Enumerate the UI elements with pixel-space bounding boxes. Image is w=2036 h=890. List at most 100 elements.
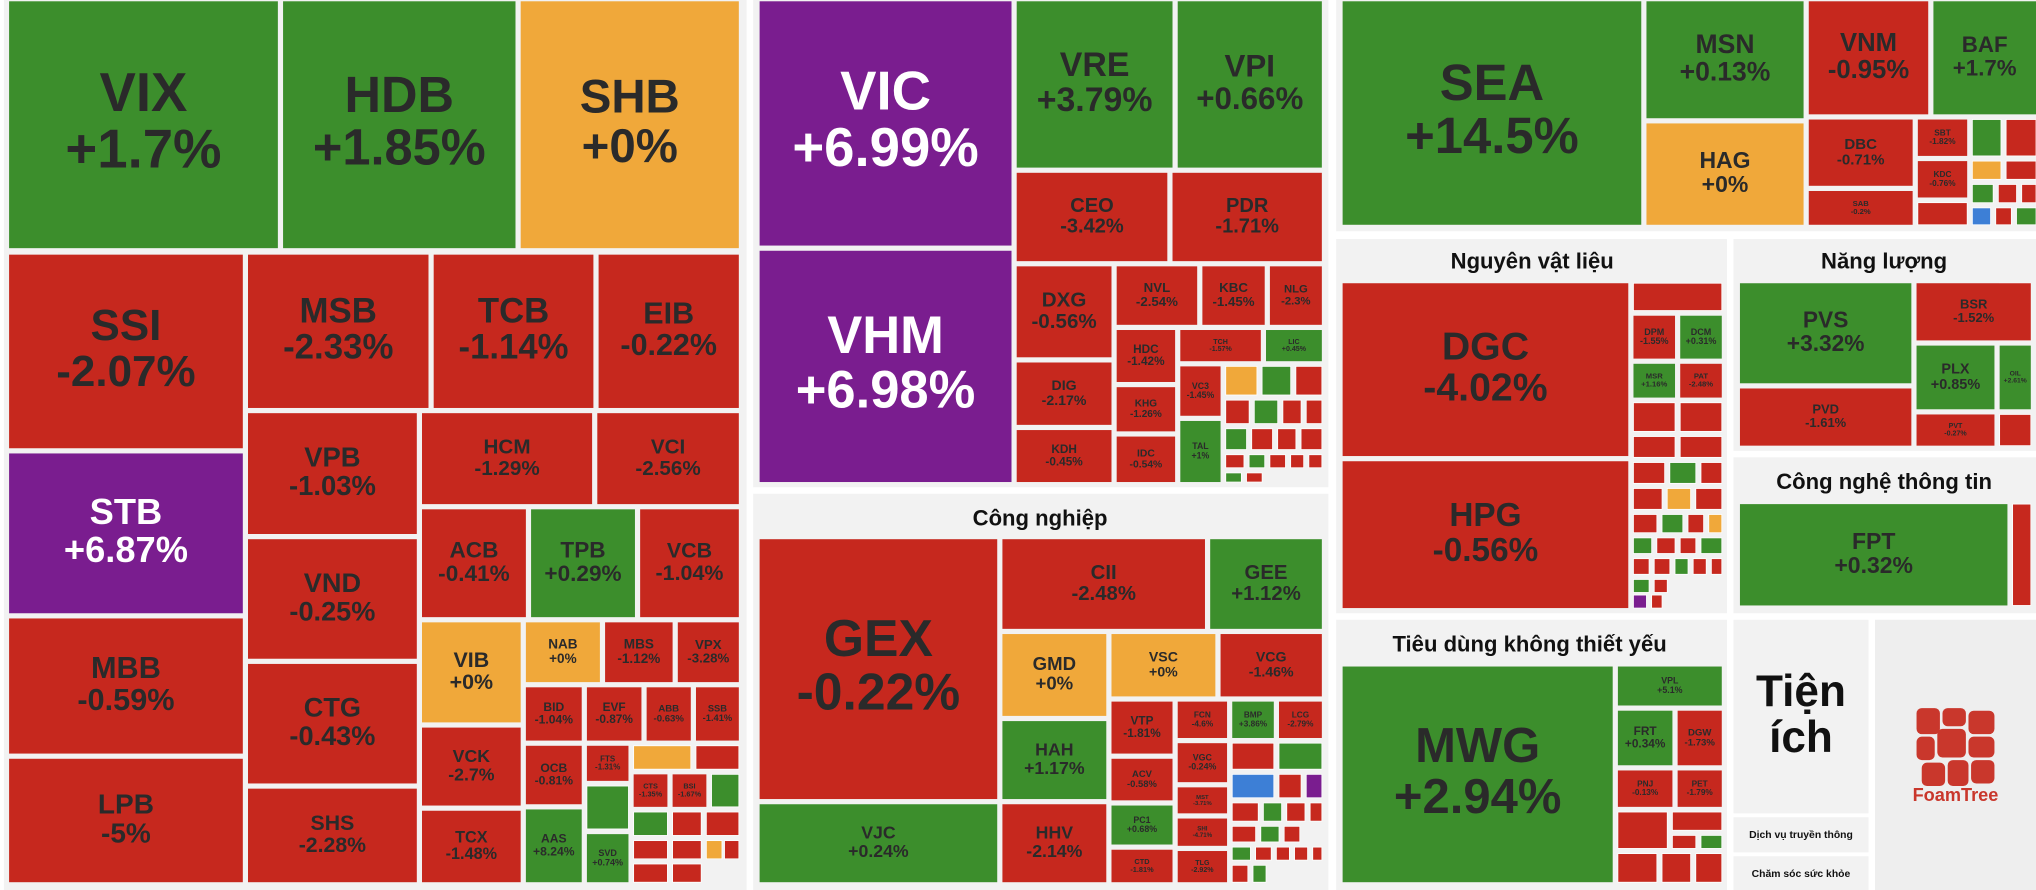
ticker: LPB xyxy=(98,788,154,819)
logo-icon xyxy=(1916,708,1995,787)
ticker: SAB xyxy=(1853,199,1870,208)
tile xyxy=(1180,366,1221,416)
change: -0.81% xyxy=(535,774,574,788)
change: -2.33% xyxy=(283,328,393,367)
change: +14.5% xyxy=(1405,107,1579,164)
ticker: VHM xyxy=(827,306,944,365)
logo-cell xyxy=(1937,728,1966,758)
tile xyxy=(9,1,278,249)
change: -1.79% xyxy=(1687,788,1714,797)
tile xyxy=(1255,846,1272,861)
tile xyxy=(248,413,417,534)
change: -1.46% xyxy=(1249,664,1294,680)
change: +1.16% xyxy=(1641,380,1667,389)
logo-cell xyxy=(1921,762,1946,787)
change: +0% xyxy=(549,651,577,666)
ticker: ACB xyxy=(449,537,498,562)
tile xyxy=(1653,579,1668,593)
tile xyxy=(525,622,600,683)
tile xyxy=(1971,207,1991,226)
tile xyxy=(1220,634,1322,697)
tile xyxy=(1916,345,1995,410)
ticker: HDC xyxy=(1133,342,1159,356)
ticker: BSR xyxy=(1960,296,1988,311)
ticker: VCI xyxy=(651,435,685,458)
ticker: CEO xyxy=(1070,195,1113,217)
tile xyxy=(1700,835,1723,849)
tile xyxy=(531,509,635,618)
change: +0.24% xyxy=(848,841,909,861)
ticker: SSI xyxy=(91,301,162,350)
logo-cell xyxy=(1968,736,1995,758)
tile xyxy=(1633,436,1676,458)
tile xyxy=(1700,537,1723,554)
ticker: PDR xyxy=(1226,195,1269,217)
tile xyxy=(1231,846,1251,861)
tile xyxy=(248,663,417,784)
tile xyxy=(1225,399,1250,424)
tile xyxy=(1680,315,1722,359)
change: -3.71% xyxy=(1193,801,1212,807)
change: +3.79% xyxy=(1037,81,1153,119)
sector-panel xyxy=(1733,856,1869,890)
ticker: ACV xyxy=(1132,769,1153,780)
tile xyxy=(1695,488,1723,510)
change: -1.12% xyxy=(617,651,660,666)
ticker: NLG xyxy=(1284,284,1308,296)
ticker: VIX xyxy=(100,62,188,123)
change: +0.32% xyxy=(1834,552,1913,578)
tile xyxy=(1633,315,1676,359)
ticker: LCG xyxy=(1292,711,1309,720)
change: +1.17% xyxy=(1024,758,1085,778)
tile xyxy=(759,539,998,800)
tile xyxy=(1177,787,1228,814)
ticker: DIG xyxy=(1052,378,1077,394)
tile xyxy=(1116,436,1176,483)
tile xyxy=(605,622,673,683)
change: -1.81% xyxy=(1123,726,1161,740)
ticker: SHI xyxy=(1197,826,1208,833)
tile xyxy=(1002,539,1205,629)
ticker: PAT xyxy=(1694,372,1708,381)
tile xyxy=(705,840,723,860)
tile xyxy=(633,811,668,836)
change: +3.32% xyxy=(1787,330,1865,356)
tile xyxy=(1231,802,1259,822)
tile xyxy=(1633,537,1653,554)
tile xyxy=(586,687,642,741)
tile xyxy=(1282,399,1302,424)
tile xyxy=(1917,161,1968,198)
ticker: FPT xyxy=(1852,528,1895,554)
tile xyxy=(1261,366,1292,396)
ticker: DCM xyxy=(1691,327,1712,337)
tile xyxy=(1917,202,1968,226)
ticker: VSC xyxy=(1149,650,1178,666)
tile xyxy=(525,745,582,805)
sector-title: Dịch vụ truyền thông xyxy=(1749,829,1853,841)
change: -2.28% xyxy=(299,833,366,857)
tile xyxy=(1308,454,1323,469)
tile xyxy=(1672,835,1697,849)
tile xyxy=(1180,420,1221,483)
tile xyxy=(283,1,516,249)
ticker: SBT xyxy=(1934,129,1950,138)
ticker: PC1 xyxy=(1133,815,1150,825)
tile xyxy=(1933,1,2036,115)
tile xyxy=(9,618,243,754)
change: +8.24% xyxy=(533,844,575,858)
tile xyxy=(672,774,707,807)
tile xyxy=(1997,184,2017,204)
change: -5% xyxy=(101,817,151,848)
ticker: HAH xyxy=(1035,740,1073,760)
tile xyxy=(1111,758,1173,801)
tile xyxy=(1679,436,1723,458)
tile xyxy=(1309,802,1323,822)
ticker: PNJ xyxy=(1637,780,1653,789)
ticker: CTS xyxy=(643,782,658,791)
change: -1.55% xyxy=(1640,336,1669,346)
change: +0% xyxy=(1036,673,1074,694)
ticker: VCG xyxy=(1256,650,1287,666)
tile xyxy=(1177,1,1322,168)
logo-cell xyxy=(1942,708,1966,727)
tile xyxy=(677,622,739,683)
